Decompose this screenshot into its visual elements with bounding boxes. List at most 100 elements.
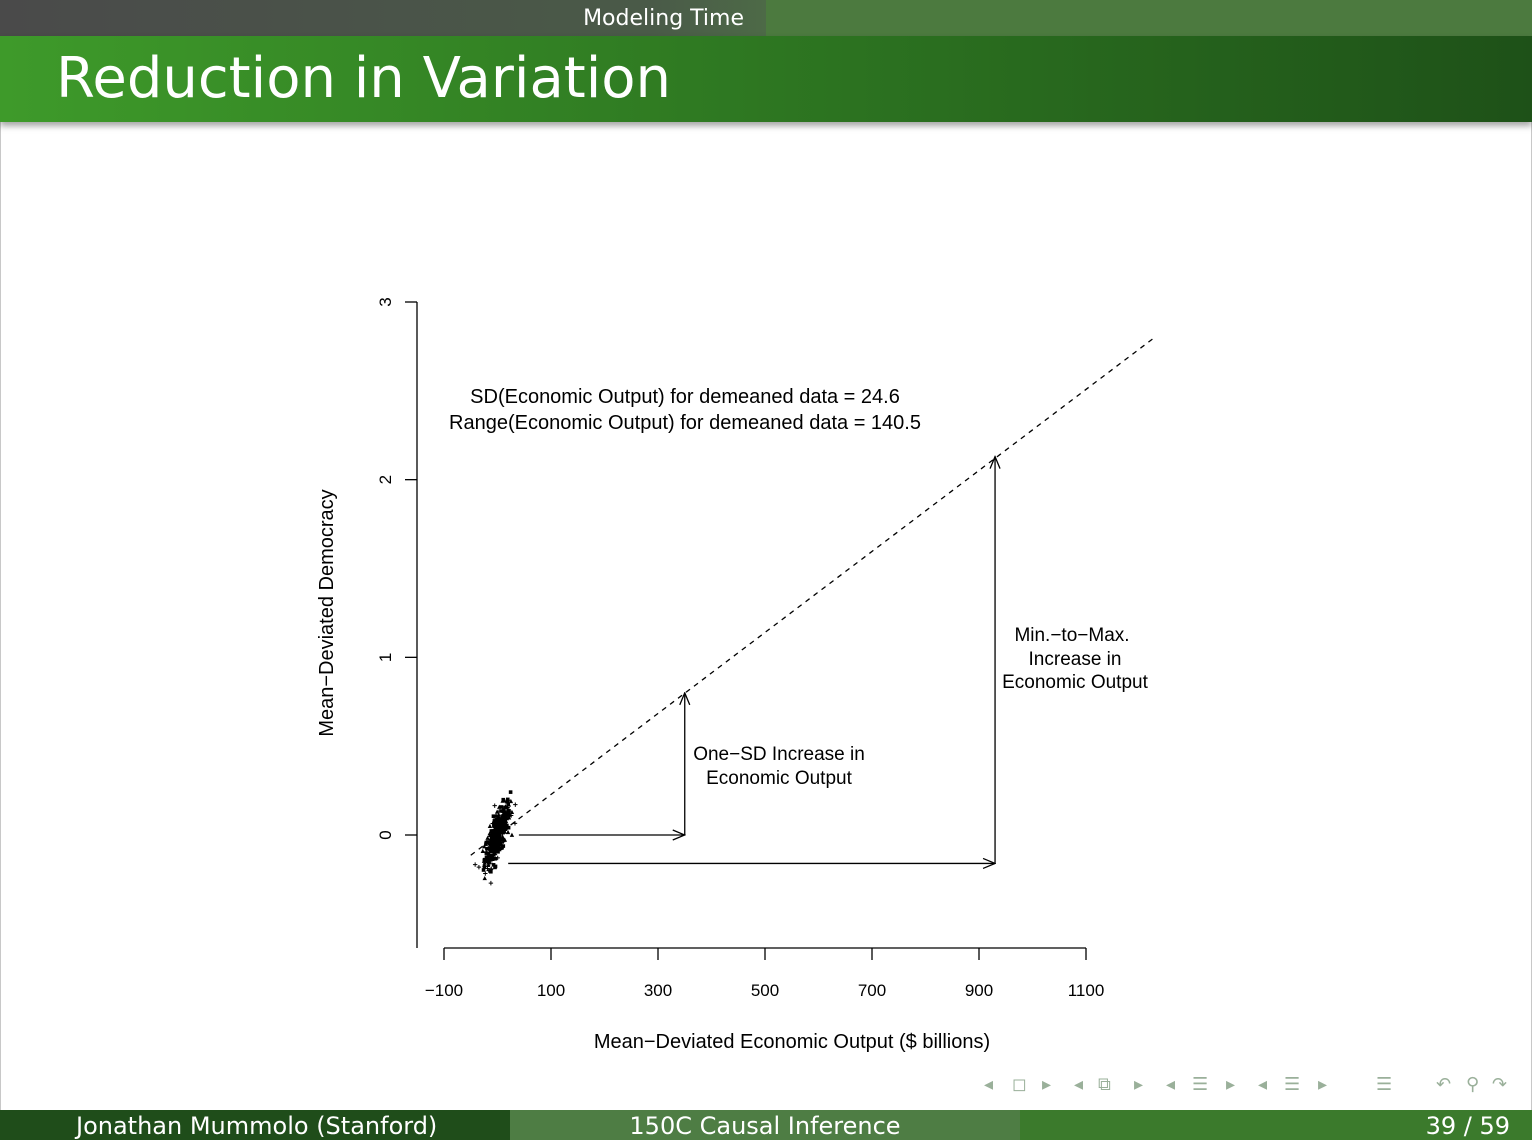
scatter-point bbox=[502, 817, 507, 822]
x-tick-label: −100 bbox=[425, 981, 463, 1000]
nav-subsection-prev-icon[interactable]: ◂ bbox=[1074, 1074, 1084, 1095]
fit-line bbox=[470, 336, 1156, 856]
scatter-point bbox=[491, 814, 496, 818]
scatter-point bbox=[492, 824, 496, 828]
scatter-point bbox=[489, 829, 494, 833]
y-tick-label: 3 bbox=[376, 297, 395, 306]
x-tick-label: 700 bbox=[858, 981, 886, 1000]
scatter-point bbox=[490, 831, 495, 836]
x-tick-label: 100 bbox=[537, 981, 565, 1000]
scatter-point bbox=[482, 865, 487, 869]
nav-subsection-next-icon[interactable]: ▸ bbox=[1134, 1074, 1144, 1095]
scatter-point bbox=[486, 868, 491, 873]
scatter-point bbox=[506, 825, 511, 830]
scatter-point bbox=[496, 823, 501, 828]
scatter-point bbox=[472, 862, 478, 867]
scatter-point bbox=[489, 855, 494, 859]
nav-frame-icon[interactable]: ◻ bbox=[1012, 1074, 1027, 1095]
scatter-point bbox=[476, 864, 482, 870]
scatter-point bbox=[496, 846, 501, 851]
scatter-point bbox=[492, 850, 497, 855]
nav-forward-icon[interactable]: ↷ bbox=[1492, 1074, 1508, 1095]
footer-bar: Jonathan Mummolo (Stanford) 150C Causal … bbox=[0, 1110, 1532, 1140]
nav-doc-icon[interactable]: ☰ bbox=[1284, 1074, 1301, 1095]
scatter-point bbox=[493, 865, 497, 870]
scatter-point bbox=[492, 803, 497, 808]
scatter-point bbox=[508, 790, 513, 794]
scatter-point bbox=[497, 840, 501, 845]
scatter-point bbox=[501, 836, 506, 841]
scatter-point bbox=[496, 849, 500, 854]
nav-section-next-icon[interactable]: ▸ bbox=[1226, 1074, 1236, 1095]
scatter-point bbox=[497, 808, 502, 814]
scatter-point bbox=[482, 875, 487, 881]
scatter-point bbox=[495, 837, 501, 842]
y-tick-label: 0 bbox=[376, 830, 395, 839]
scatter-point bbox=[502, 807, 506, 812]
stats-line-sd: SD(Economic Output) for demeaned data = … bbox=[470, 386, 900, 408]
scatter-point bbox=[499, 805, 504, 809]
y-axis-label: Mean−Deviated Democracy bbox=[316, 489, 338, 736]
scatter-point bbox=[506, 812, 510, 816]
scatter-point bbox=[484, 840, 489, 845]
scatter-point bbox=[491, 846, 496, 851]
scatter-point bbox=[487, 852, 493, 857]
x-tick-label: 1100 bbox=[1068, 981, 1105, 1000]
scatter-point bbox=[513, 802, 518, 807]
scatter-point bbox=[485, 835, 490, 840]
footer-course: 150C Causal Inference bbox=[510, 1110, 1020, 1140]
x-tick-label: 900 bbox=[965, 981, 993, 1000]
x-tick-label: 300 bbox=[644, 981, 672, 1000]
nav-outline-icon[interactable]: ☰ bbox=[1376, 1074, 1393, 1095]
scatter-point bbox=[500, 817, 504, 822]
scatter-point bbox=[499, 846, 503, 851]
nav-doc-next-icon[interactable]: ▸ bbox=[1318, 1074, 1328, 1095]
scatter-point bbox=[501, 798, 506, 803]
scatter-point bbox=[493, 813, 499, 818]
scatter-point bbox=[484, 854, 490, 860]
scatter-point bbox=[492, 819, 497, 823]
scatter-point bbox=[485, 858, 490, 863]
frame-title-bar: Reduction in Variation bbox=[0, 36, 1532, 122]
nav-back-icon[interactable]: ↶ bbox=[1436, 1074, 1452, 1095]
scatter-point bbox=[490, 838, 495, 843]
nav-frame-prev-icon[interactable]: ◂ bbox=[984, 1074, 994, 1095]
scatter-point bbox=[486, 851, 491, 856]
scatter-point bbox=[482, 844, 487, 849]
scatter-point bbox=[502, 812, 507, 816]
min-max-label-line1: Min.−to−Max. bbox=[1014, 625, 1129, 646]
nav-subsection-icon[interactable]: ⧉ bbox=[1098, 1074, 1111, 1095]
scatter-point bbox=[483, 871, 488, 876]
scatter-point bbox=[505, 797, 510, 802]
y-tick-label: 1 bbox=[376, 653, 395, 662]
scatter-point bbox=[503, 814, 508, 819]
nav-frame-next-icon[interactable]: ▸ bbox=[1042, 1074, 1052, 1095]
scatter-point bbox=[481, 858, 487, 863]
section-header: Modeling Time bbox=[0, 0, 1532, 36]
footer-author: Jonathan Mummolo (Stanford) bbox=[0, 1110, 510, 1140]
scatter-point bbox=[496, 812, 501, 817]
scatter-point bbox=[499, 828, 504, 833]
scatter-point bbox=[491, 832, 496, 837]
scatter-point bbox=[507, 814, 512, 819]
scatter-point bbox=[501, 839, 506, 844]
scatter-point bbox=[480, 848, 485, 853]
scatter-point bbox=[487, 823, 493, 828]
nav-search-icon[interactable]: ⚲ bbox=[1466, 1074, 1480, 1095]
x-axis-label: Mean−Deviated Economic Output ($ billion… bbox=[594, 1031, 990, 1053]
scatter-point bbox=[491, 863, 496, 867]
nav-section-prev-icon[interactable]: ◂ bbox=[1166, 1074, 1176, 1095]
one-sd-label-line1: One−SD Increase in bbox=[693, 744, 865, 765]
scatter-point bbox=[488, 880, 494, 886]
nav-section-icon[interactable]: ☰ bbox=[1192, 1074, 1209, 1095]
scatter-point bbox=[492, 827, 497, 832]
scatter-point bbox=[505, 823, 509, 828]
scatter-point bbox=[509, 809, 515, 814]
scatter-point bbox=[493, 856, 498, 861]
nav-doc-prev-icon[interactable]: ◂ bbox=[1258, 1074, 1268, 1095]
scatter-point bbox=[489, 869, 493, 874]
scatter-point bbox=[509, 832, 515, 837]
section-header-right bbox=[766, 0, 1532, 36]
x-tick-label: 500 bbox=[751, 981, 779, 1000]
footer-page-number: 39 / 59 bbox=[1020, 1110, 1532, 1140]
